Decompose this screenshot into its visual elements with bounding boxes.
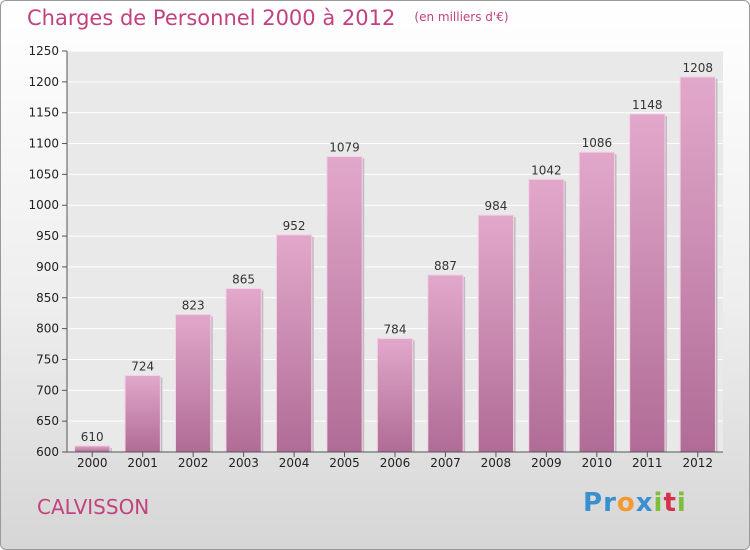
x-tick-label: 2010: [582, 456, 613, 470]
x-tick-label: 2000: [77, 456, 108, 470]
bar: [679, 76, 716, 453]
y-tick-label: 750: [36, 352, 59, 366]
y-tick-label: 800: [36, 322, 59, 336]
bar: [427, 274, 464, 453]
bar-value-label: 952: [283, 219, 306, 233]
y-tick-label: 650: [36, 414, 59, 428]
bars: 610 724 823 865 952 1079 784 887 984 1042 1086 1148…: [74, 61, 718, 453]
bar-value-label: 823: [182, 298, 205, 312]
bar-value-label: 1148: [632, 98, 663, 112]
chart-title: Charges de Personnel 2000 à 2012: [27, 6, 396, 30]
x-tick-label: 2002: [178, 456, 209, 470]
y-tick-label: 900: [36, 260, 59, 274]
logo-letter: t: [663, 488, 677, 518]
bar: [528, 178, 565, 453]
y-tick-label: 1050: [28, 167, 59, 181]
x-tick-label: 2001: [127, 456, 158, 470]
x-tick-label: 2003: [228, 456, 259, 470]
logo-letter: x: [635, 488, 654, 518]
x-tick-label: 2009: [531, 456, 562, 470]
bar: [326, 155, 363, 453]
y-tick-label: 1100: [28, 137, 59, 151]
bar: [74, 445, 111, 453]
logo-letter: P: [583, 488, 604, 518]
x-tick-label: 2005: [329, 456, 360, 470]
bar-value-label: 984: [484, 199, 507, 213]
y-tick-label: 850: [36, 291, 59, 305]
y-tick-label: 600: [36, 445, 59, 459]
bar-value-label: 1079: [329, 140, 360, 154]
bar: [376, 337, 414, 453]
bar-value-label: 1086: [582, 136, 613, 150]
bar-value-label: 724: [131, 360, 154, 374]
bar-value-label: 865: [232, 273, 255, 287]
chart-unit-note: (en milliers d'€): [414, 10, 509, 24]
bar: [225, 288, 262, 453]
bar: [578, 151, 616, 453]
proxiti-logo: Proxiti: [583, 488, 687, 518]
bar: [477, 214, 515, 453]
x-axis: 2000 2001 2002 2003 2004 2005 2006 2007 2008 2009…: [67, 451, 723, 470]
logo-letter: i: [676, 488, 687, 518]
x-tick-label: 2006: [380, 456, 411, 470]
logo-letter: r: [603, 488, 617, 518]
bar-value-label: 887: [434, 259, 457, 273]
y-tick-label: 1250: [28, 44, 59, 58]
logo-letter: o: [616, 488, 636, 518]
x-tick-label: 2011: [632, 456, 663, 470]
logo-letter: i: [653, 488, 664, 518]
bar: [124, 375, 161, 453]
y-tick-label: 950: [36, 229, 59, 243]
bar-value-label: 610: [81, 430, 104, 444]
y-tick-label: 1000: [28, 198, 59, 212]
bar: [275, 234, 313, 453]
y-tick-label: 700: [36, 383, 59, 397]
bar: [629, 113, 666, 453]
x-tick-label: 2008: [481, 456, 512, 470]
y-tick-label: 1150: [28, 106, 59, 120]
x-tick-label: 2004: [279, 456, 310, 470]
bar-value-label: 1208: [682, 61, 713, 75]
x-tick-label: 2012: [682, 456, 713, 470]
x-tick-label: 2007: [430, 456, 461, 470]
bar: [174, 313, 212, 453]
y-tick-label: 1200: [28, 75, 59, 89]
city-name: CALVISSON: [37, 495, 150, 519]
bar-value-label: 1042: [531, 163, 562, 177]
y-axis: 600 650 700 750 800 850 900 950 1000 1050 1100 1150…: [28, 44, 68, 459]
bar-value-label: 784: [384, 322, 407, 336]
title-row: Charges de Personnel 2000 à 2012 (en mil…: [27, 6, 509, 30]
